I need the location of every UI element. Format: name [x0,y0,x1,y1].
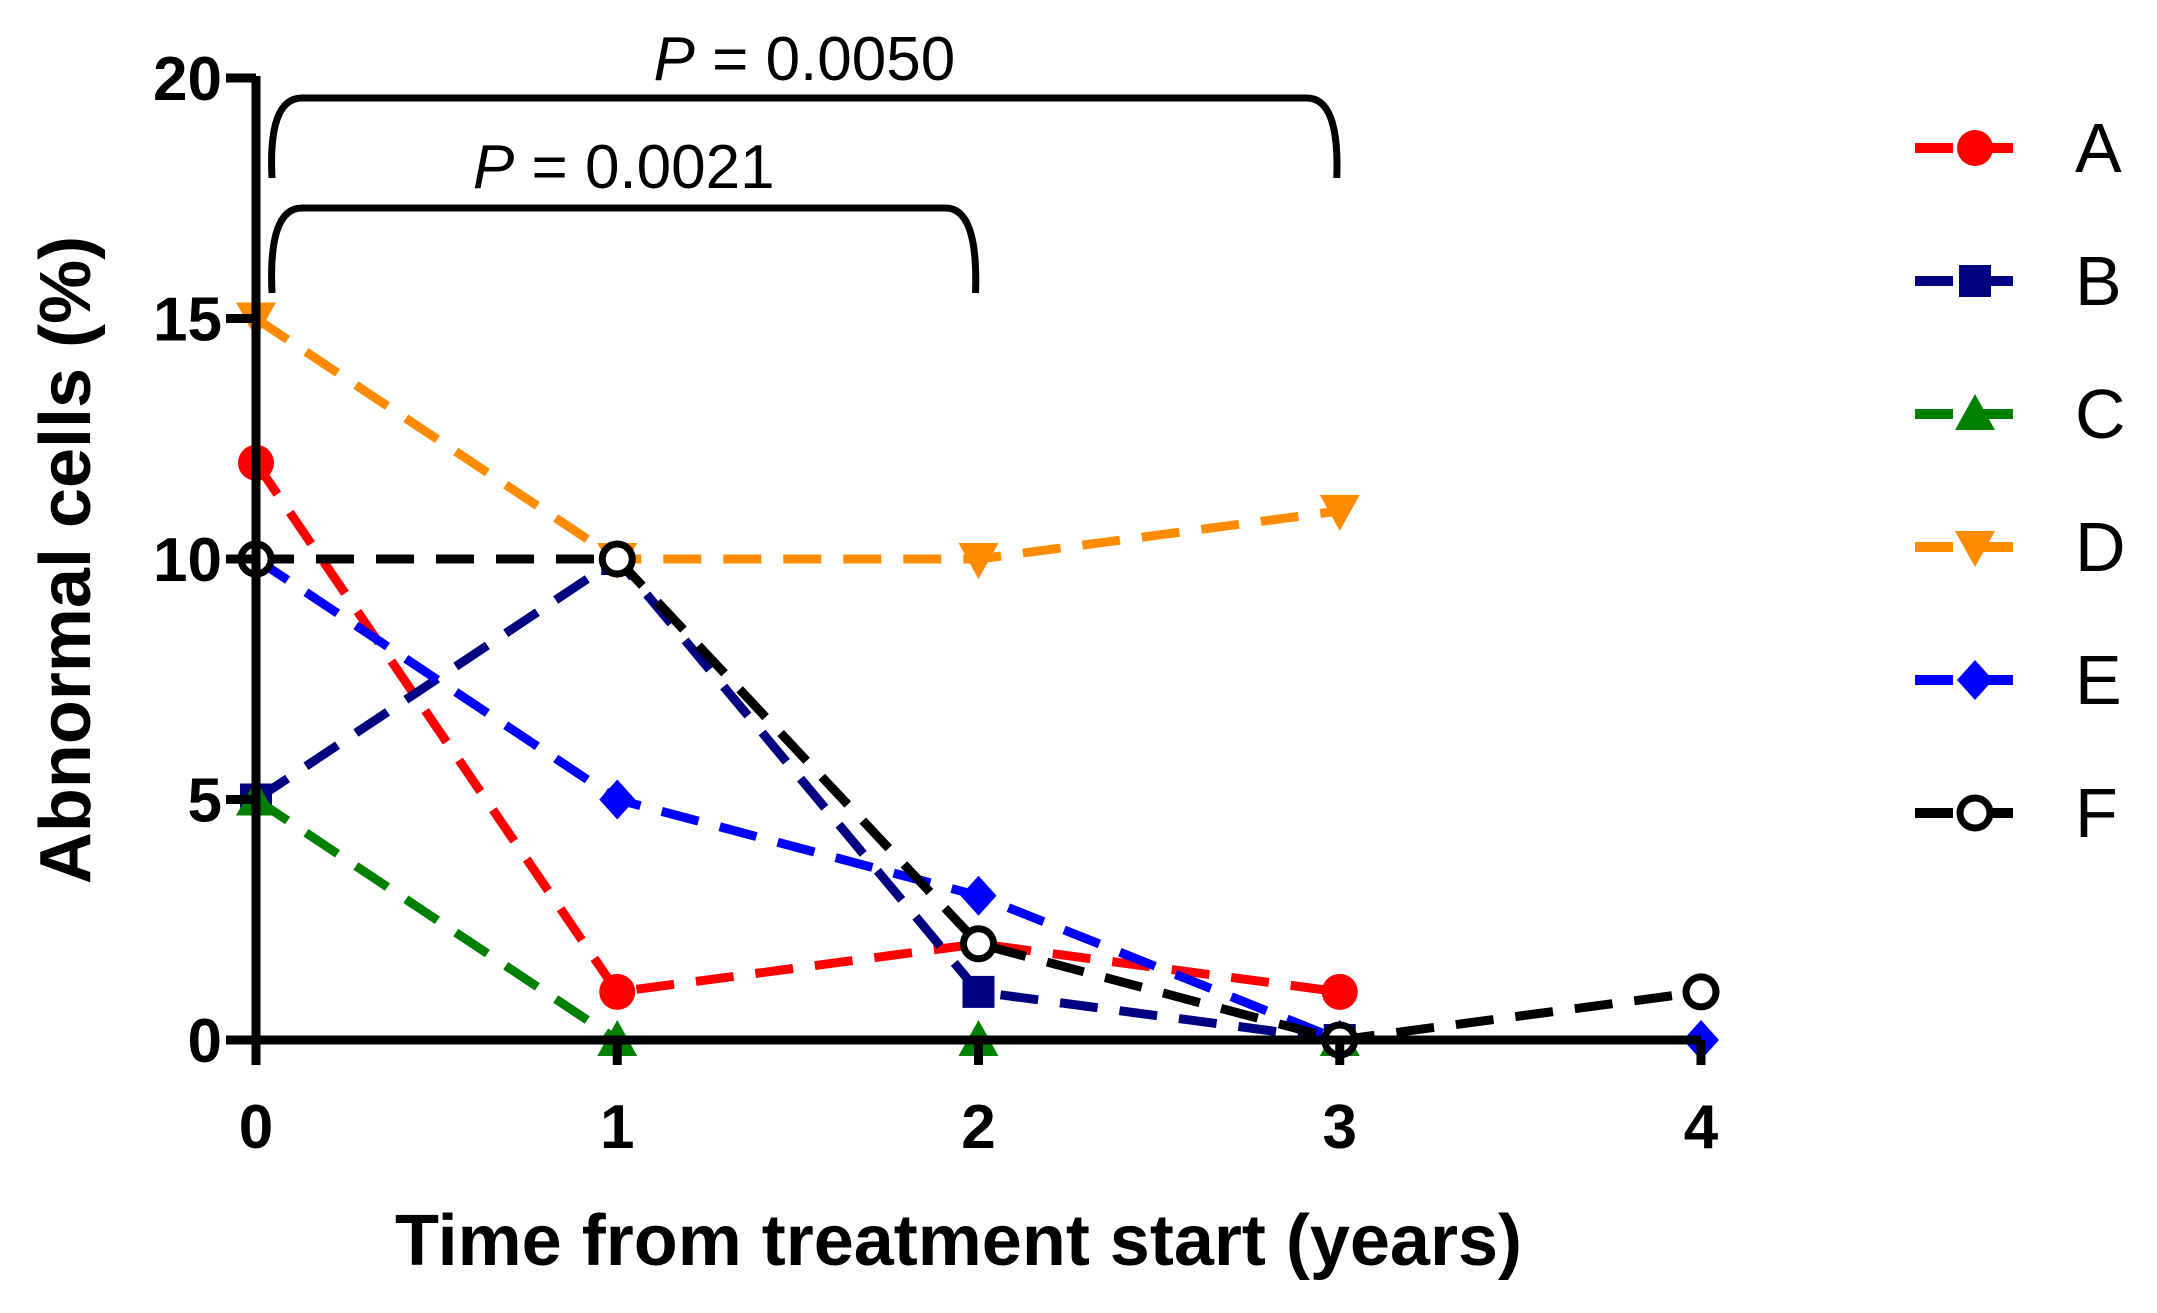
legend-item-E: E [1915,641,2122,719]
legend-label: B [2075,242,2122,320]
legend-marker [1957,660,1993,700]
significance-bracket [268,204,980,294]
legend-item-B: B [1915,242,2122,320]
legend-item-D: D [1915,508,2126,586]
p-value-label: P = 0.0050 [654,25,956,94]
series-line [256,554,1702,1045]
legend-label: A [2075,109,2122,187]
legend-label: C [2075,375,2126,453]
p-value-label: P = 0.0021 [473,133,775,202]
y-tick-label: 5 [188,767,222,836]
series-A [238,444,1358,1010]
significance-bracket [268,94,1341,179]
x-tick-label: 2 [961,1093,995,1162]
data-point [962,975,995,1008]
y-axis-title: Abnormal cells (%) [26,236,106,884]
data-point [958,543,999,579]
x-tick-label: 1 [600,1093,634,1162]
x-axis-title: Time from treatment start (years) [395,1201,1522,1281]
x-tick-label: 0 [239,1093,273,1162]
x-tick-label: 4 [1684,1093,1719,1162]
series-D [236,302,1360,579]
data-point [960,925,997,963]
legend-marker [1955,531,1995,567]
legend-label: F [2075,774,2118,852]
series-C [236,779,1360,1056]
data-point [1321,973,1358,1010]
data-point [1682,973,1720,1011]
series-line [252,460,1341,997]
data-point [598,540,636,578]
y-tick-label: 0 [188,1007,222,1076]
legend-marker [1957,130,1993,166]
legend-label: E [2075,641,2122,719]
series-line [253,314,1341,564]
legend-item-F: F [1915,774,2118,852]
legend-item-A: A [1915,109,2122,187]
data-point [1319,494,1360,531]
y-tick-label: 15 [153,286,222,355]
y-tick-label: 10 [153,526,222,595]
y-tick-label: 20 [153,45,222,114]
data-point [960,875,997,916]
legend-marker [1955,394,1995,430]
x-tick-label: 3 [1323,1093,1357,1162]
legend-item-C: C [1915,375,2126,453]
legend-marker [1959,265,1991,297]
series-line [253,795,1340,1045]
series-line [253,555,1701,1045]
data-point [599,973,636,1010]
legend-marker [1956,794,1994,832]
data-point [599,779,636,820]
legend-label: D [2075,508,2126,586]
